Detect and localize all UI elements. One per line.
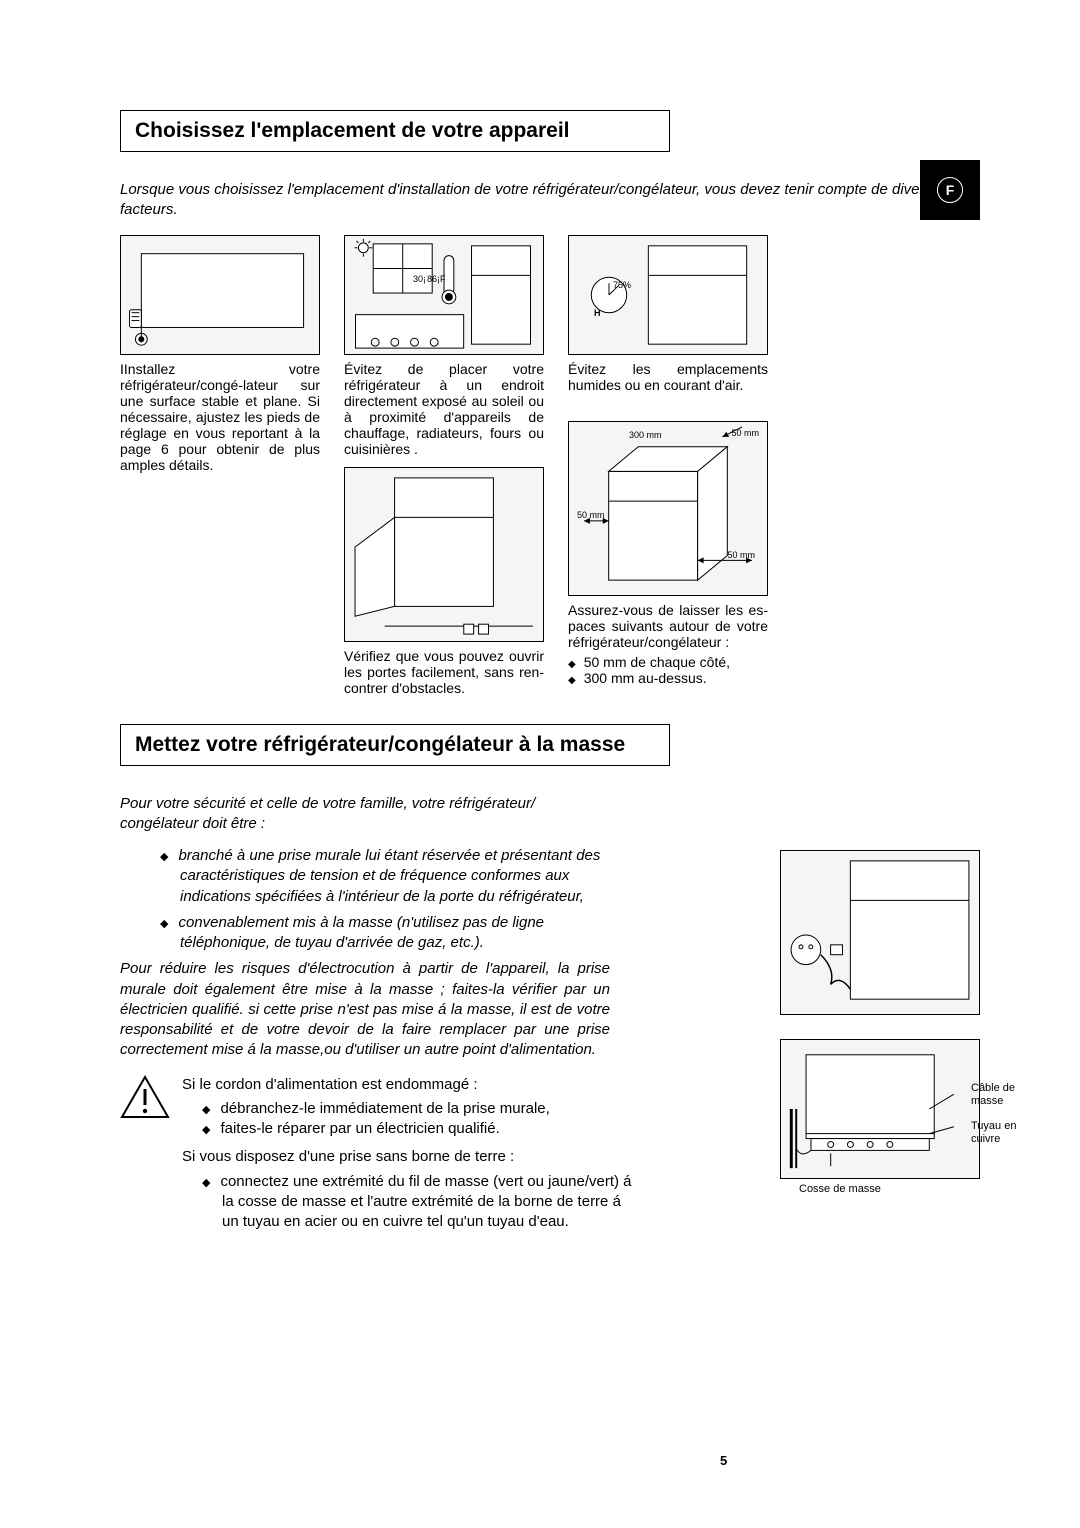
- dim-side-2: 50 mm: [577, 510, 605, 520]
- warning-bullets1: débranchez-le immédiatement de la prise …: [182, 1099, 640, 1140]
- section2-title: Mettez votre réfrigérateur/congélateur à…: [135, 733, 655, 757]
- fig-clearance: 300 mm 50 mm 50 mm 50 mm: [568, 421, 768, 596]
- clearance-bullet-1: 50 mm de chaque côté,: [568, 654, 768, 670]
- fig-doors-caption: Vérifiez que vous pouvez ouvrir les port…: [344, 648, 544, 696]
- section2-bullets: branché à une prise murale lui étant rés…: [120, 846, 610, 953]
- label-lug: Cosse de masse: [799, 1183, 881, 1196]
- fig-humidity-caption-line2: humides ou en courant d'air.: [568, 377, 768, 393]
- fig-heat: 30¡ 86¡F: [344, 235, 544, 355]
- fig-humidity-caption-line1: Évitez les emplacements: [568, 361, 768, 377]
- section1-header: Choisissez l'emplacement de votre appare…: [120, 110, 670, 152]
- section2-para: Pour réduire les risques d'électrocution…: [120, 959, 610, 1060]
- dim-side-1: 50 mm: [731, 428, 759, 438]
- section2-bullet-2: convenablement mis à la masse (n'utilise…: [120, 913, 610, 954]
- humidity-h: H: [594, 308, 601, 318]
- fig-heat-caption: Évitez de placer votre réfrigérateur à u…: [344, 361, 544, 457]
- fig-clearance-caption: Assurez-vous de laisser les es-paces sui…: [568, 602, 768, 650]
- language-badge: F: [920, 160, 980, 220]
- warning-block: Si le cordon d'alimentation est endommag…: [120, 1075, 640, 1241]
- section2-header: Mettez votre réfrigérateur/congélateur à…: [120, 724, 670, 766]
- clearance-bullet-2: 300 mm au-dessus.: [568, 670, 768, 686]
- clearance-bullets: 50 mm de chaque côté, 300 mm au-dessus.: [568, 654, 768, 686]
- warning-line2: Si vous disposez d'une prise sans borne …: [182, 1147, 640, 1167]
- thermo-high: 86¡F: [427, 274, 446, 284]
- label-cable: Câble de masse: [971, 1082, 1021, 1108]
- warning-bullet1-1: débranchez-le immédiatement de la prise …: [182, 1099, 640, 1119]
- section1-title: Choisissez l'emplacement de votre appare…: [135, 119, 655, 143]
- section1-intro: Lorsque vous choisissez l'emplacement d'…: [120, 180, 940, 221]
- dim-top: 300 mm: [629, 430, 662, 440]
- warning-bullet2-1: connectez une extrémité du fil de masse …: [182, 1172, 640, 1233]
- warning-line1: Si le cordon d'alimentation est endommag…: [182, 1075, 640, 1095]
- label-pipe: Tuyau en cuivre: [971, 1120, 1021, 1146]
- page-number: 5: [720, 1453, 727, 1468]
- fig-surface: [120, 235, 320, 355]
- warning-bullets2: connectez une extrémité du fil de masse …: [182, 1172, 640, 1233]
- fig-humidity: 75% H: [568, 235, 768, 355]
- fig-doors: [344, 467, 544, 642]
- warning-bullet1-2: faites-le réparer par un électricien qua…: [182, 1119, 640, 1139]
- dim-side-3: 50 mm: [727, 550, 755, 560]
- fig-ground: Câble de masse Tuyau en cuivre Cosse de …: [780, 1039, 980, 1179]
- warning-icon: [120, 1075, 170, 1119]
- fig-surface-caption: IInstallez votre réfrigérateur/congé-lat…: [120, 361, 320, 473]
- thermo-low: 30¡: [413, 274, 426, 284]
- language-badge-letter: F: [937, 177, 963, 203]
- fig-outlet: [780, 850, 980, 1015]
- section2-intro: Pour votre sécurité et celle de votre fa…: [120, 794, 590, 835]
- section2-bullet-1: branché à une prise murale lui étant rés…: [120, 846, 610, 907]
- humidity-value: 75%: [613, 280, 631, 290]
